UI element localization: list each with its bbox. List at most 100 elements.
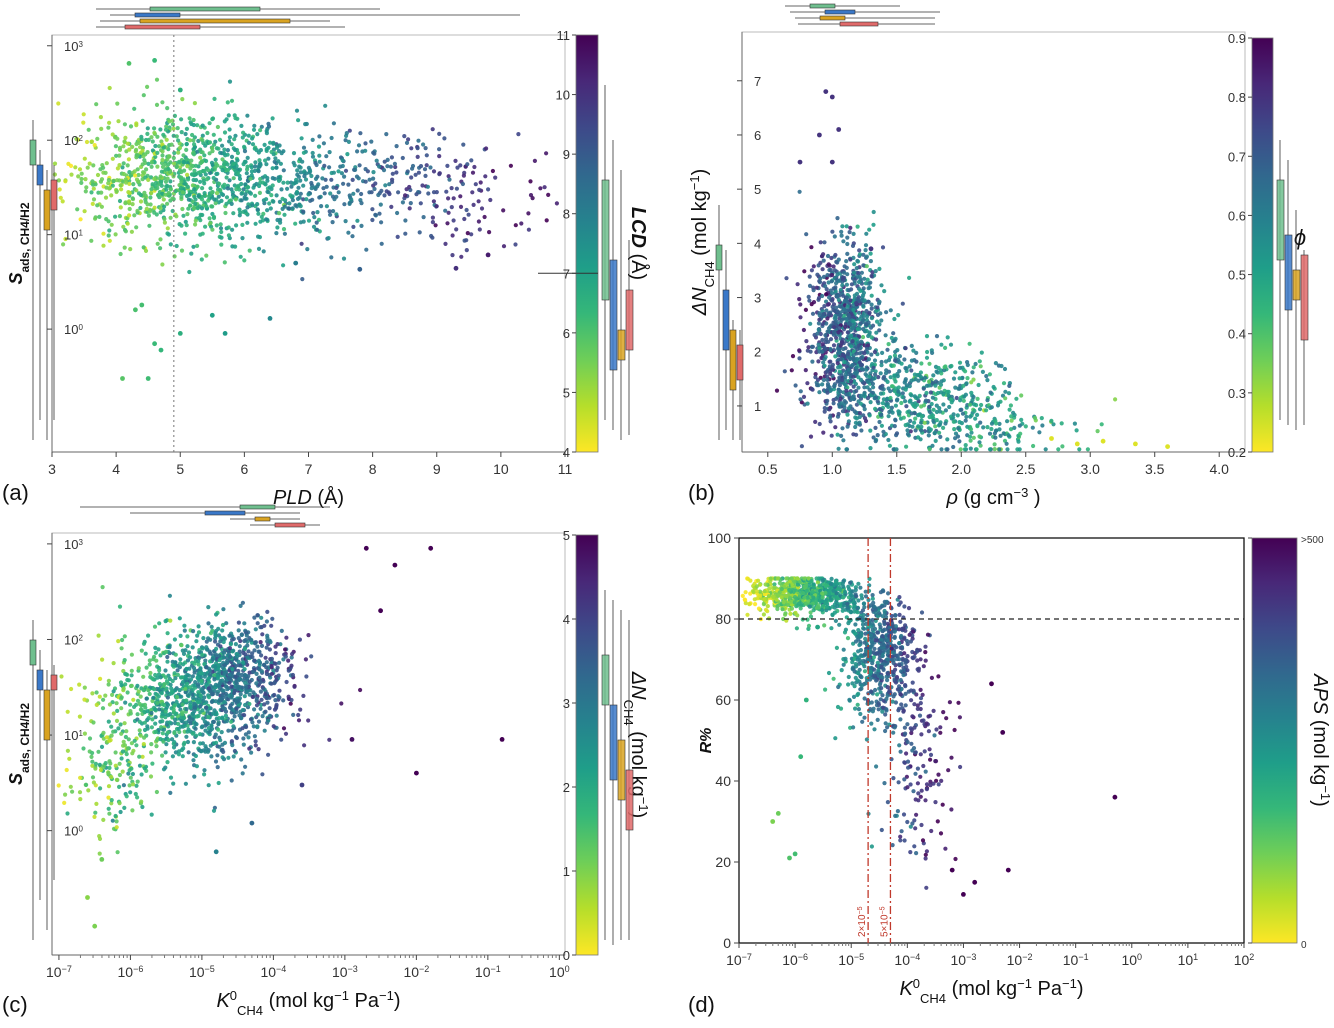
data-point — [818, 240, 823, 245]
data-point — [886, 437, 891, 443]
data-point — [827, 359, 832, 364]
data-point — [101, 730, 106, 736]
x-axis-title-part: (Å) — [312, 486, 344, 509]
data-point — [544, 218, 549, 223]
data-point — [159, 183, 164, 188]
data-point — [107, 238, 112, 243]
data-point — [314, 162, 319, 168]
boxplot-box — [1292, 269, 1301, 301]
data-point — [208, 637, 213, 642]
data-point — [107, 120, 112, 125]
data-point — [856, 295, 861, 300]
data-point — [196, 193, 201, 198]
data-point — [145, 726, 150, 731]
data-point — [113, 750, 118, 755]
data-point — [938, 390, 944, 395]
boxplot-box — [43, 689, 51, 741]
data-point — [176, 150, 181, 155]
data-point — [288, 701, 293, 706]
data-point — [849, 344, 854, 349]
data-point — [132, 106, 137, 111]
data-point — [943, 345, 948, 350]
data-point — [95, 172, 101, 178]
data-point — [851, 270, 857, 275]
data-point — [204, 158, 209, 164]
data-point — [953, 370, 958, 375]
data-point — [341, 181, 346, 186]
data-point — [142, 190, 147, 195]
data-point — [830, 365, 835, 370]
data-point — [864, 314, 870, 319]
data-point — [918, 437, 923, 442]
data-point — [828, 337, 834, 342]
data-point — [939, 447, 944, 452]
data-point — [183, 219, 188, 224]
data-point — [844, 259, 849, 264]
data-point — [350, 234, 355, 239]
data-point — [798, 315, 803, 320]
data-point — [376, 192, 381, 198]
data-point — [120, 637, 125, 643]
data-point — [237, 644, 242, 649]
data-point — [150, 148, 155, 153]
data-point — [838, 364, 843, 369]
data-point — [908, 418, 913, 424]
data-point — [894, 431, 900, 436]
colorbar-tick-label-part: 0 — [563, 948, 570, 963]
y-tick-label-part: 7 — [754, 74, 761, 89]
data-point — [216, 187, 221, 192]
data-point — [126, 157, 131, 162]
data-point — [225, 658, 230, 663]
data-point — [149, 187, 154, 192]
data-point — [239, 198, 244, 203]
data-point — [488, 197, 493, 203]
data-point — [339, 701, 344, 706]
data-point — [416, 170, 421, 175]
data-point — [116, 119, 121, 124]
data-point — [952, 427, 957, 432]
data-point — [845, 424, 850, 429]
data-point — [104, 217, 109, 222]
data-point — [184, 698, 189, 703]
data-point — [861, 263, 866, 268]
colorbar-tick-label: 11 — [557, 28, 571, 43]
data-point — [840, 224, 845, 229]
data-point — [862, 329, 868, 334]
data-point — [256, 747, 261, 752]
data-point — [244, 724, 249, 730]
data-point — [957, 386, 962, 391]
data-point — [869, 335, 874, 340]
data-point — [327, 165, 332, 170]
data-point — [989, 421, 995, 426]
data-point — [217, 137, 223, 142]
data-point — [359, 201, 364, 206]
data-point — [156, 193, 161, 198]
data-point — [343, 219, 348, 224]
data-point — [400, 155, 405, 161]
data-point — [816, 327, 821, 332]
data-point — [159, 169, 164, 174]
data-point — [258, 219, 263, 224]
data-point — [113, 214, 118, 219]
data-point — [803, 307, 809, 312]
data-point — [409, 175, 414, 180]
data-point — [465, 162, 470, 167]
boxplot-box — [29, 639, 37, 666]
data-point — [342, 202, 347, 207]
data-point — [842, 270, 847, 275]
colorbar-tick-label-part: 10 — [556, 88, 570, 103]
data-point — [892, 316, 897, 322]
data-point — [200, 186, 205, 191]
data-point — [381, 168, 387, 173]
data-point — [888, 375, 893, 380]
data-point — [132, 738, 137, 743]
data-point — [321, 141, 326, 146]
data-point — [123, 229, 128, 234]
data-point — [236, 636, 241, 641]
data-point — [233, 147, 238, 153]
data-point — [160, 191, 165, 196]
x-tick-label: 10−2 — [403, 964, 429, 980]
data-point — [160, 711, 165, 717]
data-point — [215, 673, 220, 678]
